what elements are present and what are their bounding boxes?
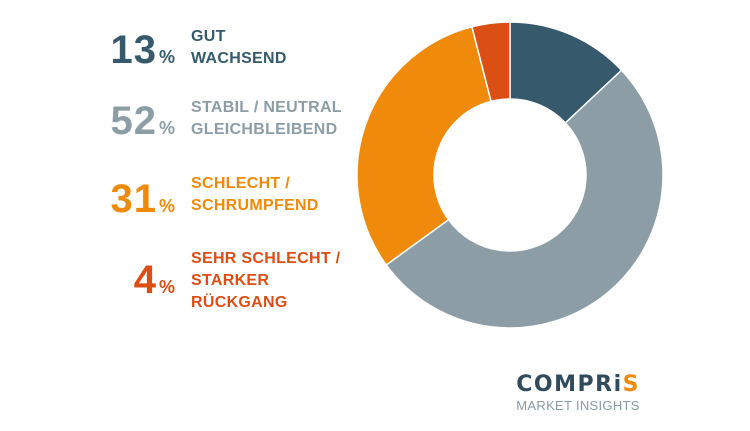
legend-percent-value: 13 <box>110 28 157 72</box>
legend-percent-value: 52 <box>110 99 157 143</box>
legend-label-line: GLEICHBLEIBEND <box>191 121 338 138</box>
donut-slice-sehr-schlecht <box>471 21 511 103</box>
donut-slice-stabil <box>385 69 664 329</box>
legend-label-line: SCHLECHT / <box>191 175 290 192</box>
legend-label-line: SEHR SCHLECHT / <box>191 250 341 267</box>
legend-percent-value: 31 <box>110 177 157 221</box>
legend-label-schlecht: SCHLECHT / SCHRUMPFEND <box>191 173 319 217</box>
legend-label-line: WACHSEND <box>191 50 287 67</box>
legend-label-line: STARKER <box>191 272 270 289</box>
legend-percent-sehr-schlecht: 4% <box>134 260 176 300</box>
percent-symbol: % <box>158 277 176 297</box>
legend-item-gut: 13% GUT WACHSEND <box>0 26 750 86</box>
legend-label-line: STABIL / NEUTRAL <box>191 99 342 116</box>
legend-percent-schlecht: 31% <box>110 179 176 219</box>
brand-name: COMPRiS <box>516 374 640 396</box>
legend-label-stabil: STABIL / NEUTRAL GLEICHBLEIBEND <box>191 97 342 141</box>
legend-label-gut: GUT WACHSEND <box>191 26 287 70</box>
legend-label-sehr-schlecht: SEHR SCHLECHT / STARKER RÜCKGANG <box>191 248 340 314</box>
legend-item-schlecht: 31% SCHLECHT / SCHRUMPFEND <box>0 173 750 233</box>
legend-percent-value: 4 <box>133 258 157 302</box>
brand-name-main: COMPRi <box>516 372 623 397</box>
brand-tagline: MARKET INSIGHTS <box>516 398 640 413</box>
legend-percent-gut: 13% <box>110 30 176 70</box>
percent-symbol: % <box>158 196 176 216</box>
legend-percent-stabil: 52% <box>110 101 176 141</box>
donut-chart <box>356 21 664 329</box>
percent-symbol: % <box>158 118 176 138</box>
legend-item-sehr-schlecht: 4% SEHR SCHLECHT / STARKER RÜCKGANG <box>0 248 750 328</box>
donut-slice-schlecht <box>356 25 493 266</box>
legend-item-stabil: 52% STABIL / NEUTRAL GLEICHBLEIBEND <box>0 97 750 157</box>
brand-logo: COMPRiS MARKET INSIGHTS <box>516 374 640 414</box>
legend-label-line: SCHRUMPFEND <box>191 197 319 214</box>
legend-label-line: GUT <box>191 28 226 45</box>
brand-name-accent: S <box>622 372 640 397</box>
legend-label-line: RÜCKGANG <box>191 294 288 311</box>
percent-symbol: % <box>158 47 176 67</box>
